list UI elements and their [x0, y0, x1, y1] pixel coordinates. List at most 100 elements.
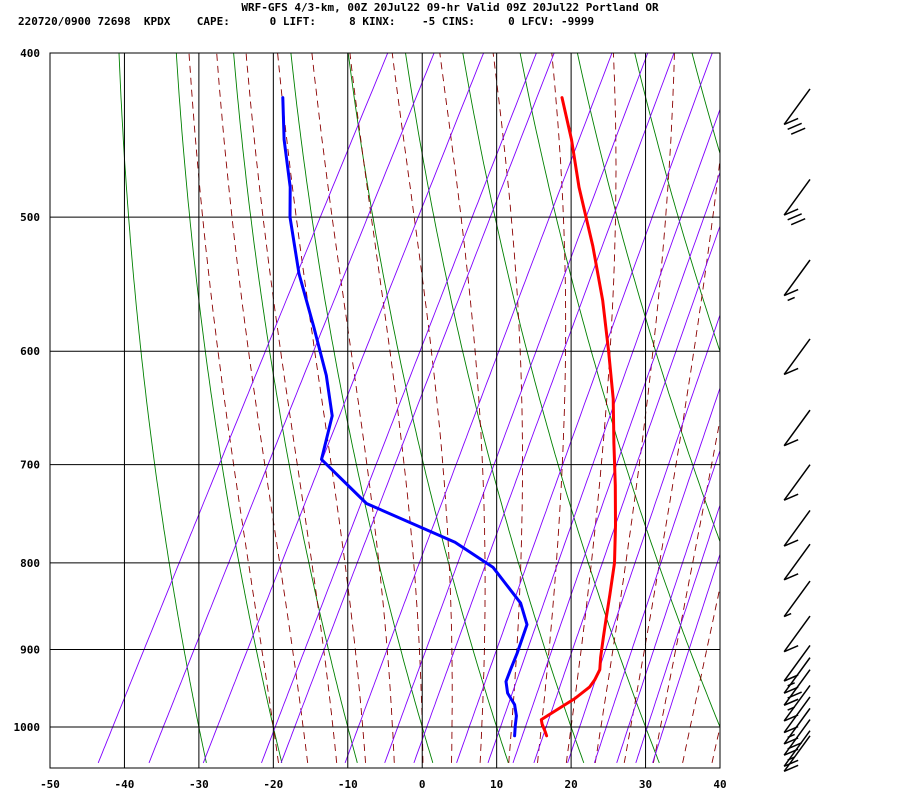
dry-adiabat — [519, 53, 720, 729]
y-tick-labels: 400 500 600 700 800 900 1000 — [14, 47, 41, 734]
barb-staff — [783, 543, 811, 581]
barb-flag — [783, 367, 799, 376]
barb-flag — [783, 573, 799, 581]
dry-adiabat — [405, 53, 585, 764]
x-tick-label: -40 — [115, 778, 135, 791]
moist-adiabat — [711, 724, 720, 764]
y-tick-label: 400 — [20, 47, 40, 60]
mixing-ratio-line — [456, 53, 713, 764]
mixing-ratio-line — [567, 313, 720, 764]
barb-staff — [783, 735, 811, 772]
wind-barb — [783, 615, 811, 653]
wind-barb — [783, 510, 811, 547]
barb-staff — [783, 178, 811, 216]
wind-barb — [783, 580, 811, 618]
x-tick-label: -50 — [40, 778, 60, 791]
moist-adiabat — [439, 53, 486, 763]
dry-adiabat — [347, 53, 509, 764]
wind-barb — [783, 409, 811, 447]
barb-staff — [783, 338, 811, 375]
wind-barb — [783, 543, 811, 581]
barb-half-flag — [783, 612, 792, 618]
barb-flag — [787, 213, 802, 221]
x-tick-label: 0 — [419, 778, 426, 791]
barb-flag — [790, 127, 806, 135]
reference-lines — [97, 44, 900, 764]
dry-adiabat — [747, 44, 900, 763]
barb-flag — [783, 208, 799, 216]
barb-flag — [783, 493, 799, 501]
y-tick-label: 700 — [20, 459, 40, 472]
mixing-ratio-line — [593, 386, 720, 764]
barb-staff — [783, 669, 811, 706]
wind-barb — [783, 735, 811, 773]
moist-adiabat — [277, 53, 366, 763]
moist-adiabat — [594, 53, 675, 763]
mixing-ratio-line — [261, 53, 537, 764]
barb-flag — [783, 117, 799, 126]
mixing-ratio-line — [344, 53, 613, 764]
chart-title: WRF-GFS 4/3-km, 00Z 20Jul22 09-hr Valid … — [241, 1, 659, 14]
wind-barb — [783, 178, 811, 226]
barb-staff — [783, 580, 811, 618]
barb-flag — [783, 439, 799, 447]
y-tick-label: 900 — [20, 643, 40, 656]
wind-barbs — [783, 88, 811, 773]
temperature-line — [539, 96, 617, 738]
dry-adiabat — [290, 53, 434, 764]
wind-barb — [783, 88, 811, 135]
moist-adiabat — [492, 53, 523, 763]
moist-adiabat — [565, 53, 617, 763]
wind-barb — [783, 259, 811, 302]
dry-adiabat — [118, 53, 207, 764]
barb-staff — [783, 510, 811, 547]
barb-half-flag — [787, 296, 795, 302]
wind-barb — [783, 730, 811, 767]
x-tick-label: 20 — [564, 778, 577, 791]
y-tick-label: 500 — [20, 211, 40, 224]
moist-adiabat — [349, 53, 424, 763]
barb-flag — [790, 218, 806, 226]
y-tick-label: 1000 — [14, 721, 41, 734]
barb-staff — [783, 464, 811, 501]
barb-staff — [783, 409, 811, 447]
barb-staff — [783, 730, 811, 767]
grid-lines — [49, 52, 721, 768]
barb-staff — [783, 719, 811, 756]
dry-adiabat — [175, 53, 283, 764]
barb-staff — [783, 696, 811, 734]
barb-staff — [783, 644, 811, 682]
plot-frame — [49, 52, 721, 769]
dry-adiabat — [861, 44, 900, 763]
barb-staff — [783, 615, 811, 653]
mixing-ratio-line — [487, 107, 720, 764]
barb-flag — [787, 122, 802, 131]
moist-adiabat — [188, 53, 279, 763]
x-tick-label: -10 — [338, 778, 358, 791]
wind-barb — [783, 338, 811, 376]
mixing-ratio-line — [280, 53, 555, 764]
x-tick-label: 10 — [490, 778, 503, 791]
barb-flag — [783, 759, 799, 767]
mixing-ratio-line — [97, 53, 389, 764]
y-tick-label: 600 — [20, 345, 40, 358]
moist-adiabat — [623, 156, 720, 763]
mixing-ratio-line — [384, 53, 649, 764]
x-tick-label: 30 — [639, 778, 652, 791]
barb-staff — [783, 657, 811, 694]
y-tick-label: 800 — [20, 557, 40, 570]
dry-adiabat — [691, 53, 720, 156]
moist-adiabat — [245, 53, 338, 763]
wind-barb — [783, 464, 811, 501]
barb-flag — [783, 288, 799, 297]
moist-adiabat — [216, 53, 309, 763]
barb-staff — [783, 259, 811, 297]
mixing-ratio-line — [635, 503, 720, 764]
x-tick-label: 40 — [713, 778, 726, 791]
barb-flag — [783, 764, 799, 773]
station-stats: 220720/0900 72698 KPDX CAPE: 0 LIFT: 8 K… — [18, 15, 595, 28]
mixing-ratio-line — [616, 449, 720, 764]
barb-flag — [783, 539, 799, 547]
dry-adiabat — [634, 53, 720, 353]
